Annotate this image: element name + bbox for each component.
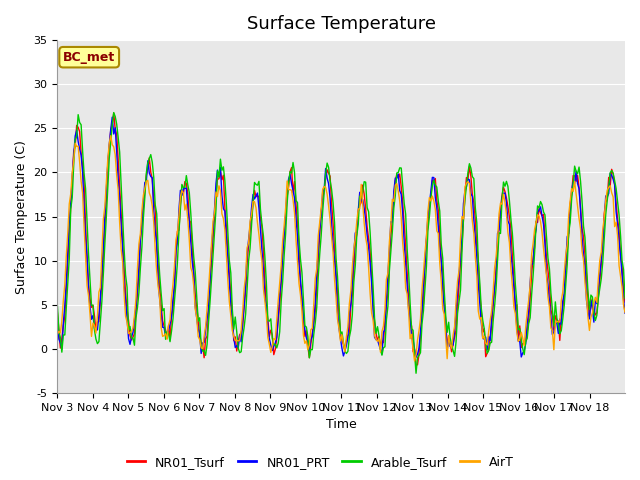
AirT <box>461 184 468 190</box>
NR01_Tsurf <box>54 310 61 316</box>
NR01_Tsurf <box>412 362 420 368</box>
Line: NR01_PRT: NR01_PRT <box>58 117 625 357</box>
AirT <box>545 304 553 310</box>
Arable_Tsurf <box>54 303 61 309</box>
NR01_Tsurf <box>91 313 99 319</box>
Arable_Tsurf <box>73 133 81 139</box>
Arable_Tsurf <box>620 266 627 272</box>
AirT <box>73 144 81 149</box>
AirT <box>54 332 61 337</box>
Arable_Tsurf <box>91 327 99 333</box>
Legend: NR01_Tsurf, NR01_PRT, Arable_Tsurf, AirT: NR01_Tsurf, NR01_PRT, Arable_Tsurf, AirT <box>122 451 518 474</box>
NR01_PRT <box>620 296 627 302</box>
AirT <box>107 133 115 139</box>
NR01_Tsurf <box>73 122 81 128</box>
NR01_PRT <box>621 310 629 316</box>
NR01_Tsurf <box>347 303 355 309</box>
AirT <box>411 358 419 364</box>
Text: BC_met: BC_met <box>63 51 115 64</box>
NR01_PRT <box>545 299 553 304</box>
X-axis label: Time: Time <box>326 419 356 432</box>
NR01_Tsurf <box>545 280 553 286</box>
AirT <box>91 323 99 328</box>
NR01_PRT <box>54 315 61 321</box>
Arable_Tsurf <box>110 110 118 116</box>
AirT <box>347 288 355 294</box>
NR01_PRT <box>91 326 99 332</box>
NR01_PRT <box>412 354 420 360</box>
NR01_Tsurf <box>461 193 468 199</box>
Arable_Tsurf <box>347 327 355 333</box>
Arable_Tsurf <box>621 295 629 301</box>
NR01_PRT <box>73 127 81 133</box>
Arable_Tsurf <box>461 196 468 202</box>
Arable_Tsurf <box>412 371 420 376</box>
Line: NR01_Tsurf: NR01_Tsurf <box>58 113 625 365</box>
NR01_PRT <box>461 188 468 193</box>
NR01_PRT <box>347 302 355 308</box>
NR01_Tsurf <box>621 299 629 305</box>
NR01_Tsurf <box>620 288 627 293</box>
Title: Surface Temperature: Surface Temperature <box>246 15 436 33</box>
Line: AirT: AirT <box>58 136 625 361</box>
Line: Arable_Tsurf: Arable_Tsurf <box>58 113 625 373</box>
Arable_Tsurf <box>545 266 553 272</box>
AirT <box>620 302 627 308</box>
Y-axis label: Surface Temperature (C): Surface Temperature (C) <box>15 140 28 294</box>
AirT <box>621 310 629 315</box>
NR01_Tsurf <box>110 110 118 116</box>
NR01_PRT <box>108 114 116 120</box>
